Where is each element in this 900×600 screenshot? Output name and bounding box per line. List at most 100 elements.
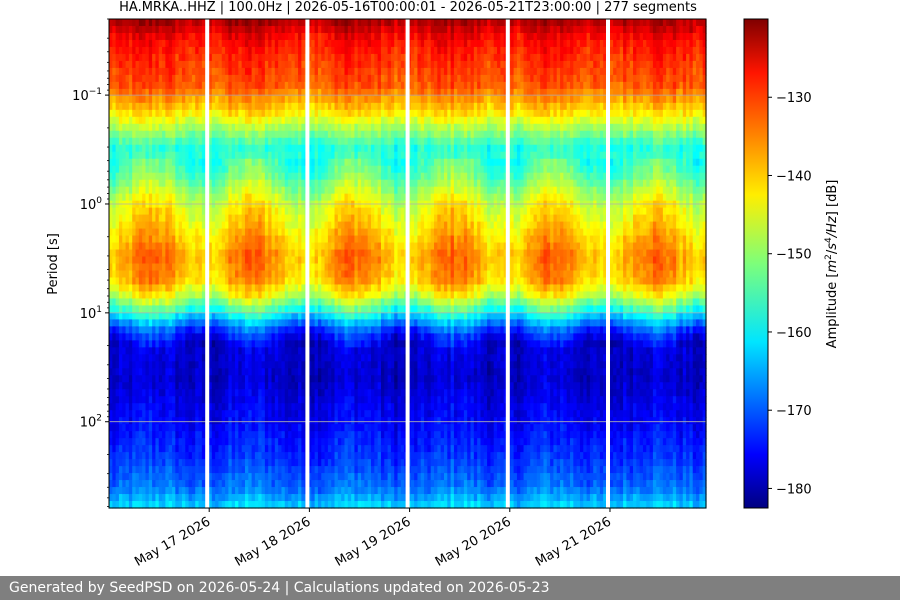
heatmap-cell — [201, 270, 206, 279]
heatmap-cell — [264, 74, 269, 83]
heatmap-cell — [235, 207, 239, 216]
heatmap-cell — [125, 200, 130, 209]
heatmap-cell — [274, 298, 279, 307]
heatmap-cell — [118, 235, 123, 244]
heatmap-cell — [152, 123, 157, 132]
heatmap-cell — [317, 291, 322, 300]
heatmap-cell — [155, 480, 160, 488]
heatmap-cell — [294, 319, 299, 327]
heatmap-cell — [281, 95, 286, 104]
heatmap-cell — [118, 151, 123, 160]
heatmap-cell — [228, 312, 233, 320]
heatmap-cell — [142, 123, 147, 132]
heatmap-cell — [135, 144, 140, 153]
heatmap-cell — [264, 410, 269, 418]
heatmap-cell — [109, 60, 113, 69]
heatmap-cell — [344, 53, 349, 62]
heatmap-cell — [311, 347, 316, 355]
heatmap-cell — [128, 445, 133, 453]
heatmap-cell — [181, 487, 186, 495]
heatmap-cell — [251, 165, 256, 174]
heatmap-cell — [125, 137, 130, 146]
heatmap-cell — [261, 424, 266, 432]
heatmap-cell — [327, 480, 332, 488]
heatmap-cell — [109, 410, 113, 418]
heatmap-cell — [235, 417, 239, 425]
heatmap-cell — [152, 382, 157, 390]
heatmap-cell — [274, 67, 279, 76]
heatmap-cell — [172, 130, 176, 139]
heatmap-cell — [244, 368, 249, 376]
heatmap-cell — [218, 242, 223, 251]
heatmap-cell — [254, 494, 259, 502]
heatmap-cell — [264, 46, 269, 55]
heatmap-cell — [274, 410, 279, 418]
heatmap-cell — [244, 410, 249, 418]
heatmap-cell — [238, 487, 243, 495]
heatmap-cell — [254, 144, 259, 153]
heatmap-cell — [138, 200, 143, 209]
heatmap-cell — [264, 53, 269, 62]
heatmap-cell — [331, 95, 336, 104]
heatmap-cell — [142, 382, 147, 390]
heatmap-cell — [314, 354, 319, 362]
heatmap-cell — [271, 116, 276, 125]
heatmap-cell — [344, 109, 349, 118]
heatmap-cell — [327, 39, 332, 48]
heatmap-cell — [145, 116, 150, 125]
heatmap-cell — [241, 172, 246, 181]
heatmap-cell — [132, 277, 137, 286]
heatmap-cell — [334, 382, 339, 390]
heatmap-cell — [261, 256, 266, 265]
heatmap-cell — [254, 466, 259, 474]
heatmap-cell — [341, 417, 346, 425]
heatmap-cell — [254, 277, 259, 286]
heatmap-cell — [148, 193, 153, 202]
heatmap-cell — [132, 298, 137, 307]
heatmap-cell — [198, 249, 203, 258]
heatmap-cell — [138, 347, 143, 355]
heatmap-cell — [327, 95, 332, 104]
heatmap-cell — [327, 445, 332, 453]
heatmap-cell — [158, 214, 163, 223]
heatmap-cell — [334, 487, 339, 495]
heatmap-cell — [109, 179, 113, 188]
heatmap-cell — [341, 277, 346, 286]
heatmap-cell — [264, 375, 269, 383]
heatmap-cell — [334, 501, 339, 509]
heatmap-cell — [317, 326, 322, 334]
heatmap-cell — [175, 291, 180, 300]
heatmap-cell — [138, 39, 143, 48]
heatmap-cell — [181, 165, 186, 174]
heatmap-cell — [327, 179, 332, 188]
heatmap-cell — [241, 144, 246, 153]
heatmap-cell — [195, 340, 200, 348]
heatmap-cell — [158, 235, 163, 244]
heatmap-cell — [334, 459, 339, 467]
heatmap-cell — [225, 123, 229, 132]
heatmap-cell — [231, 158, 236, 167]
heatmap-cell — [125, 186, 130, 195]
heatmap-cell — [261, 319, 266, 327]
heatmap-cell — [327, 46, 332, 55]
heatmap-cell — [327, 452, 332, 460]
heatmap-cell — [122, 67, 127, 76]
heatmap-cell — [264, 102, 269, 111]
heatmap-cell — [225, 354, 229, 362]
heatmap-cell — [162, 340, 166, 348]
heatmap-cell — [241, 123, 246, 132]
heatmap-cell — [185, 123, 190, 132]
heatmap-cell — [132, 193, 137, 202]
heatmap-cell — [162, 361, 166, 369]
heatmap-cell — [198, 46, 203, 55]
heatmap-cell — [132, 109, 137, 118]
heatmap-cell — [308, 179, 312, 188]
heatmap-cell — [278, 431, 283, 439]
heatmap-cell — [298, 186, 302, 195]
heatmap-cell — [218, 403, 223, 411]
heatmap-cell — [135, 158, 140, 167]
heatmap-cell — [314, 39, 319, 48]
heatmap-cell — [251, 130, 256, 139]
heatmap-cell — [125, 277, 130, 286]
heatmap-cell — [311, 193, 316, 202]
